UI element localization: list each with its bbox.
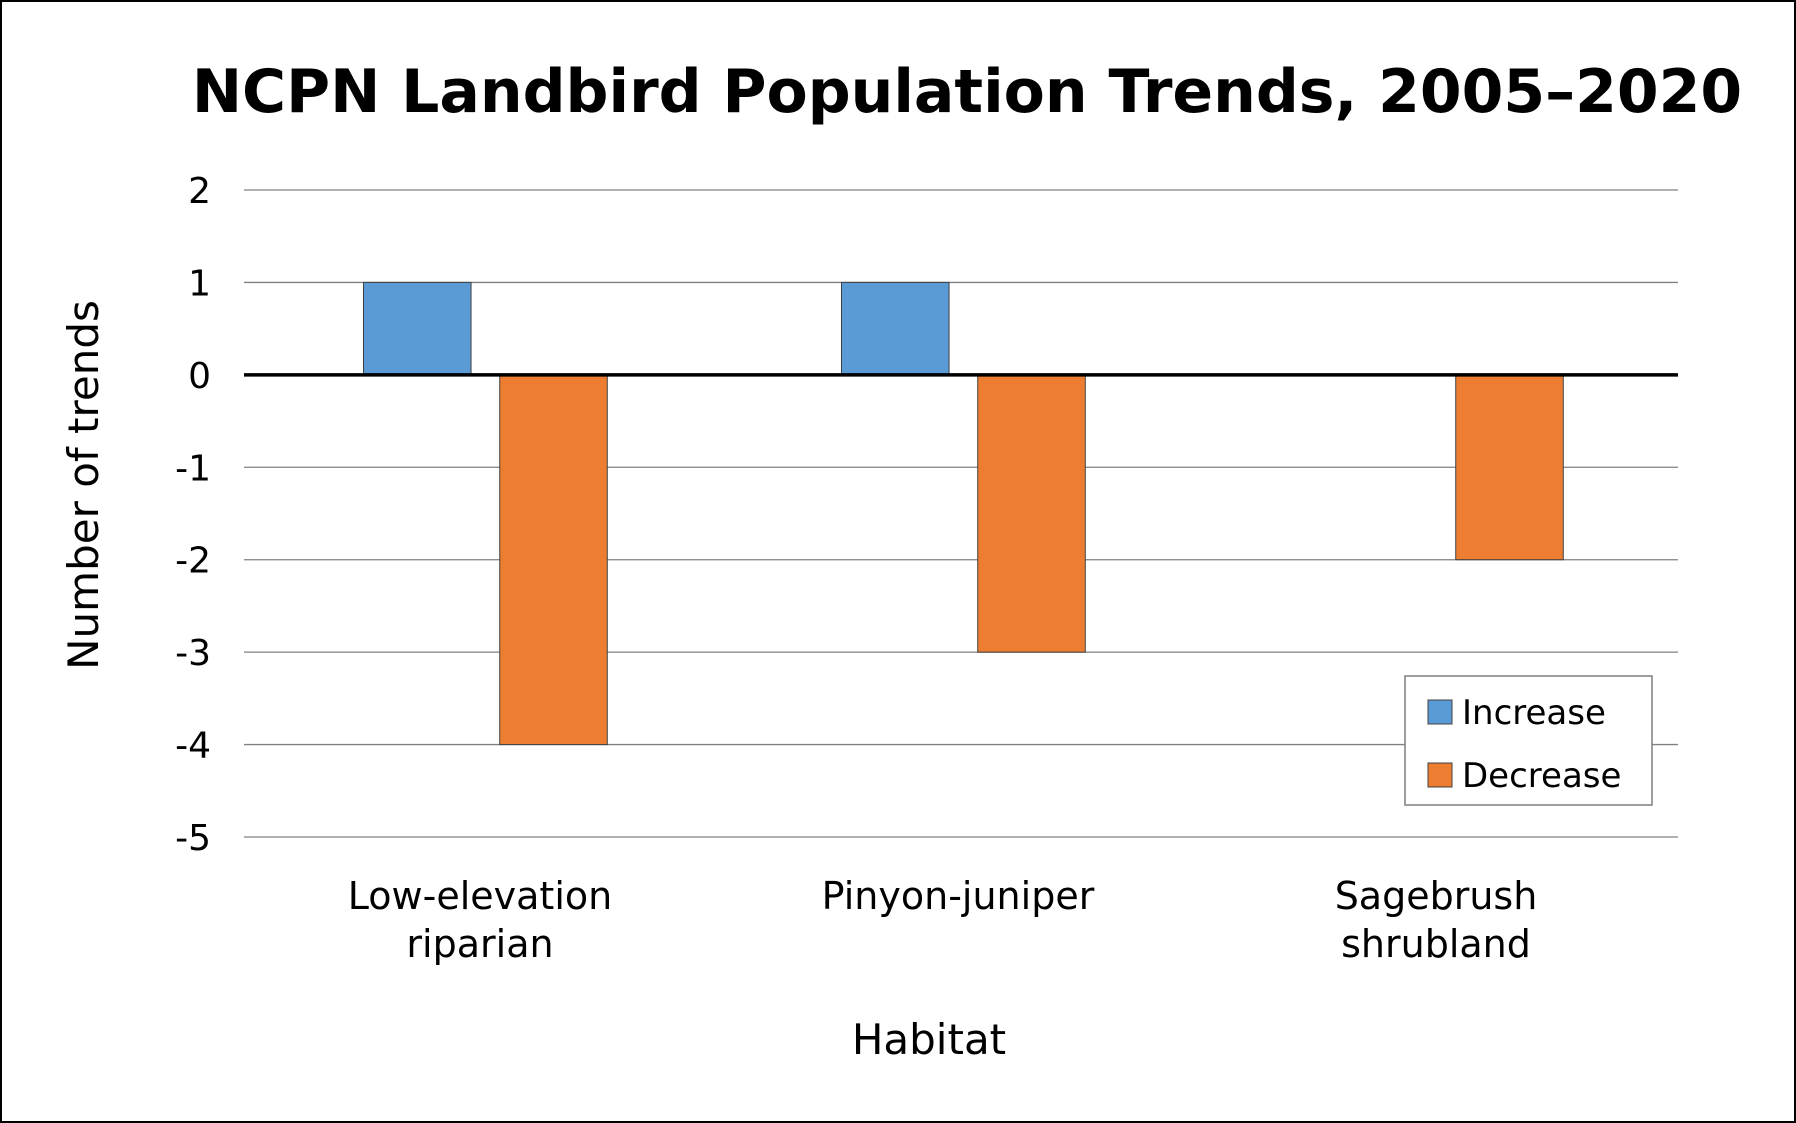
y-tick-label: 2 bbox=[188, 171, 211, 212]
bars bbox=[363, 281, 1564, 746]
x-category-label: Low-elevation bbox=[348, 874, 612, 918]
legend-swatch-decrease bbox=[1427, 762, 1453, 788]
y-tick-label: -5 bbox=[175, 818, 211, 859]
x-category-label: riparian bbox=[406, 922, 553, 966]
y-tick-label: -2 bbox=[175, 541, 211, 582]
x-category-label: Pinyon-juniper bbox=[822, 874, 1095, 918]
bar-decrease-2 bbox=[1455, 374, 1564, 561]
legend: Increase Decrease bbox=[1404, 675, 1653, 806]
y-tick-label: -3 bbox=[175, 633, 211, 674]
legend-label-decrease: Decrease bbox=[1462, 756, 1621, 796]
bar-decrease-0 bbox=[499, 374, 608, 746]
bar-increase-0 bbox=[363, 281, 472, 376]
y-tick-label: 0 bbox=[188, 356, 211, 397]
x-category-label: Sagebrush bbox=[1335, 874, 1538, 918]
bar-increase-1 bbox=[841, 281, 950, 376]
y-tick-label: 1 bbox=[188, 263, 211, 304]
legend-label-increase: Increase bbox=[1462, 693, 1606, 733]
y-axis-title: Number of trends bbox=[59, 300, 108, 670]
y-tick-label: -1 bbox=[175, 448, 211, 489]
legend-swatch-increase bbox=[1427, 699, 1453, 725]
x-axis-title: Habitat bbox=[852, 1015, 1006, 1064]
chart-title: NCPN Landbird Population Trends, 2005–20… bbox=[192, 57, 1742, 127]
y-tick-labels: 2 1 0 -1 -2 -3 -4 -5 bbox=[175, 171, 211, 859]
y-tick-label: -4 bbox=[175, 726, 211, 767]
bar-decrease-1 bbox=[977, 374, 1086, 653]
x-category-label: shrubland bbox=[1341, 922, 1531, 966]
